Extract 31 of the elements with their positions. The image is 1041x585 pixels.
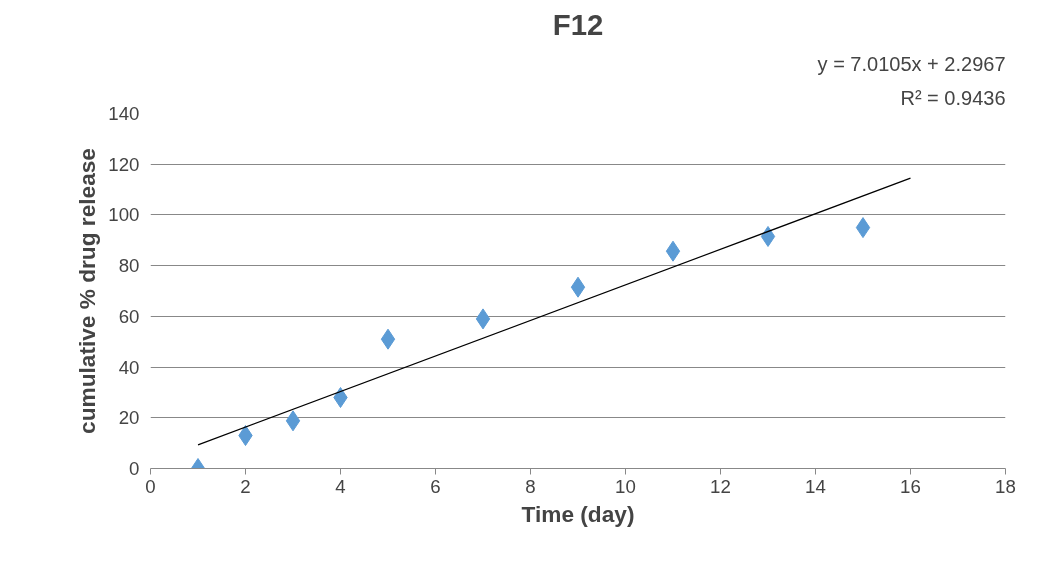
point [380,328,396,350]
y-tick-label: 20 [118,407,140,429]
x-tick-label: 18 [995,475,1016,497]
y-axis-title: cumulative % drug release [74,148,101,434]
text: R² = 0.9436 [900,86,1006,109]
x-axis-title: Time (day) [521,500,635,527]
point [475,308,491,330]
y-tick-label: 40 [118,356,140,378]
x-tick-label: 16 [900,475,921,497]
y-tick-label: 0 [129,458,140,479]
chart-title: F12 [552,7,604,41]
x-tick-label: 2 [240,475,251,497]
y-tick-label: 100 [108,204,140,226]
x-tick-label: 8 [525,475,536,497]
x-tick-label: 12 [710,475,731,497]
point [570,276,586,298]
point [855,217,871,239]
text: y = 7.0105x + 2.2967 [817,52,1006,75]
x-tick-label: 0 [145,475,156,497]
x-tick-label: 14 [805,475,826,497]
y-tick-label: 80 [118,255,140,277]
y-tick-label: 60 [118,305,140,327]
x-tick-label: 4 [335,475,346,497]
y-tick-label: 120 [108,153,140,175]
x-tick-label: 10 [615,475,636,497]
y-tick-label: 140 [108,103,140,124]
x-tick-label: 6 [430,475,441,497]
point [665,240,681,262]
point [760,225,776,247]
point [333,387,348,408]
point [285,410,301,432]
